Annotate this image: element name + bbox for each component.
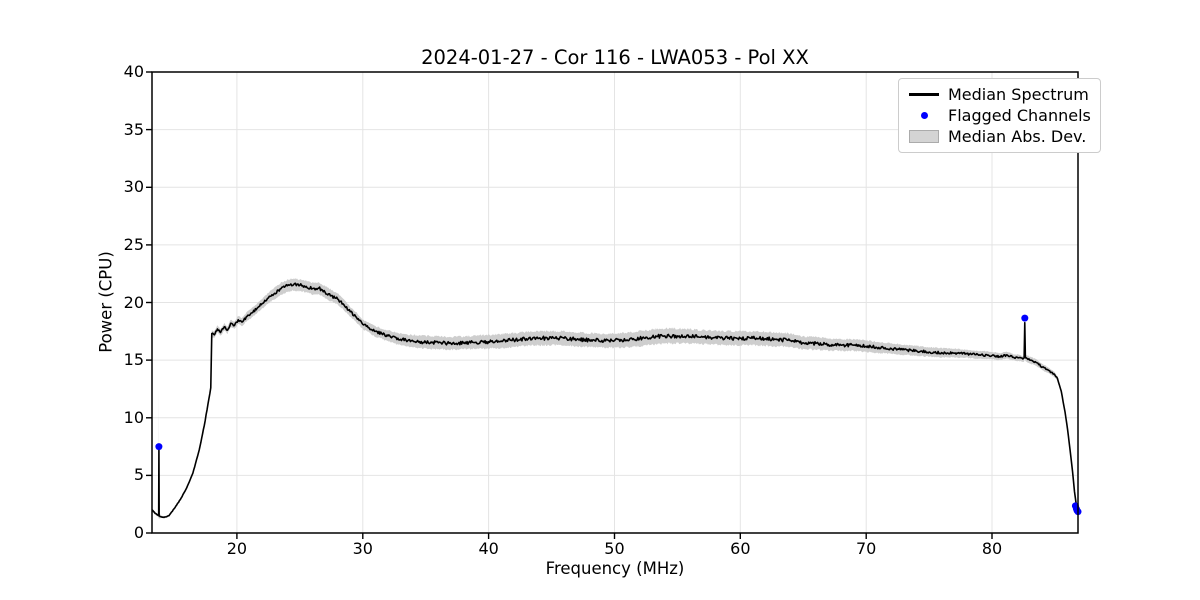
x-tick-label: 50: [604, 539, 625, 558]
y-tick-label: 40: [123, 62, 144, 81]
y-tick-label: 25: [123, 234, 144, 254]
y-tick-label: 35: [123, 119, 144, 139]
legend-item: Flagged Channels: [908, 105, 1091, 126]
x-tick-label: 60: [730, 539, 751, 558]
y-tick-label: 15: [123, 350, 144, 370]
y-tick-label: 30: [123, 177, 144, 197]
y-tick-label: 5: [133, 465, 144, 485]
mad-band: [152, 278, 1078, 520]
chart-title: 2024-01-27 - Cor 116 - LWA053 - Pol XX: [421, 46, 809, 69]
mad-band-patch-icon: [908, 130, 940, 143]
x-tick-label: 70: [856, 539, 877, 558]
x-tick-label: 40: [478, 539, 499, 558]
legend-label: Median Abs. Dev.: [948, 127, 1087, 146]
x-tick-label: 20: [226, 539, 248, 558]
spectrum-plot: [146, 71, 1082, 539]
legend-item: Median Abs. Dev.: [908, 126, 1091, 147]
legend-item: Median Spectrum: [908, 84, 1091, 105]
y-tick-label: 10: [123, 407, 144, 427]
y-tick-label: 0: [133, 523, 144, 542]
median-spectrum-line-icon: [908, 93, 940, 96]
x-tick-label: 30: [352, 539, 373, 558]
x-tick-label: 80: [981, 539, 1003, 558]
legend-label: Flagged Channels: [948, 106, 1091, 125]
median-spectrum-line: [151, 282, 1079, 519]
legend-label: Median Spectrum: [948, 85, 1089, 104]
flagged-channel-marker: [1021, 314, 1029, 322]
axes-frame: [151, 71, 1079, 534]
y-tick-label: 20: [123, 292, 144, 312]
flagged-channel-dot-icon: [908, 112, 940, 119]
x-axis-label: Frequency (MHz): [545, 559, 685, 578]
legend: Median Spectrum Flagged Channels Median Ab…: [898, 78, 1101, 153]
flagged-channel-marker: [155, 443, 163, 451]
